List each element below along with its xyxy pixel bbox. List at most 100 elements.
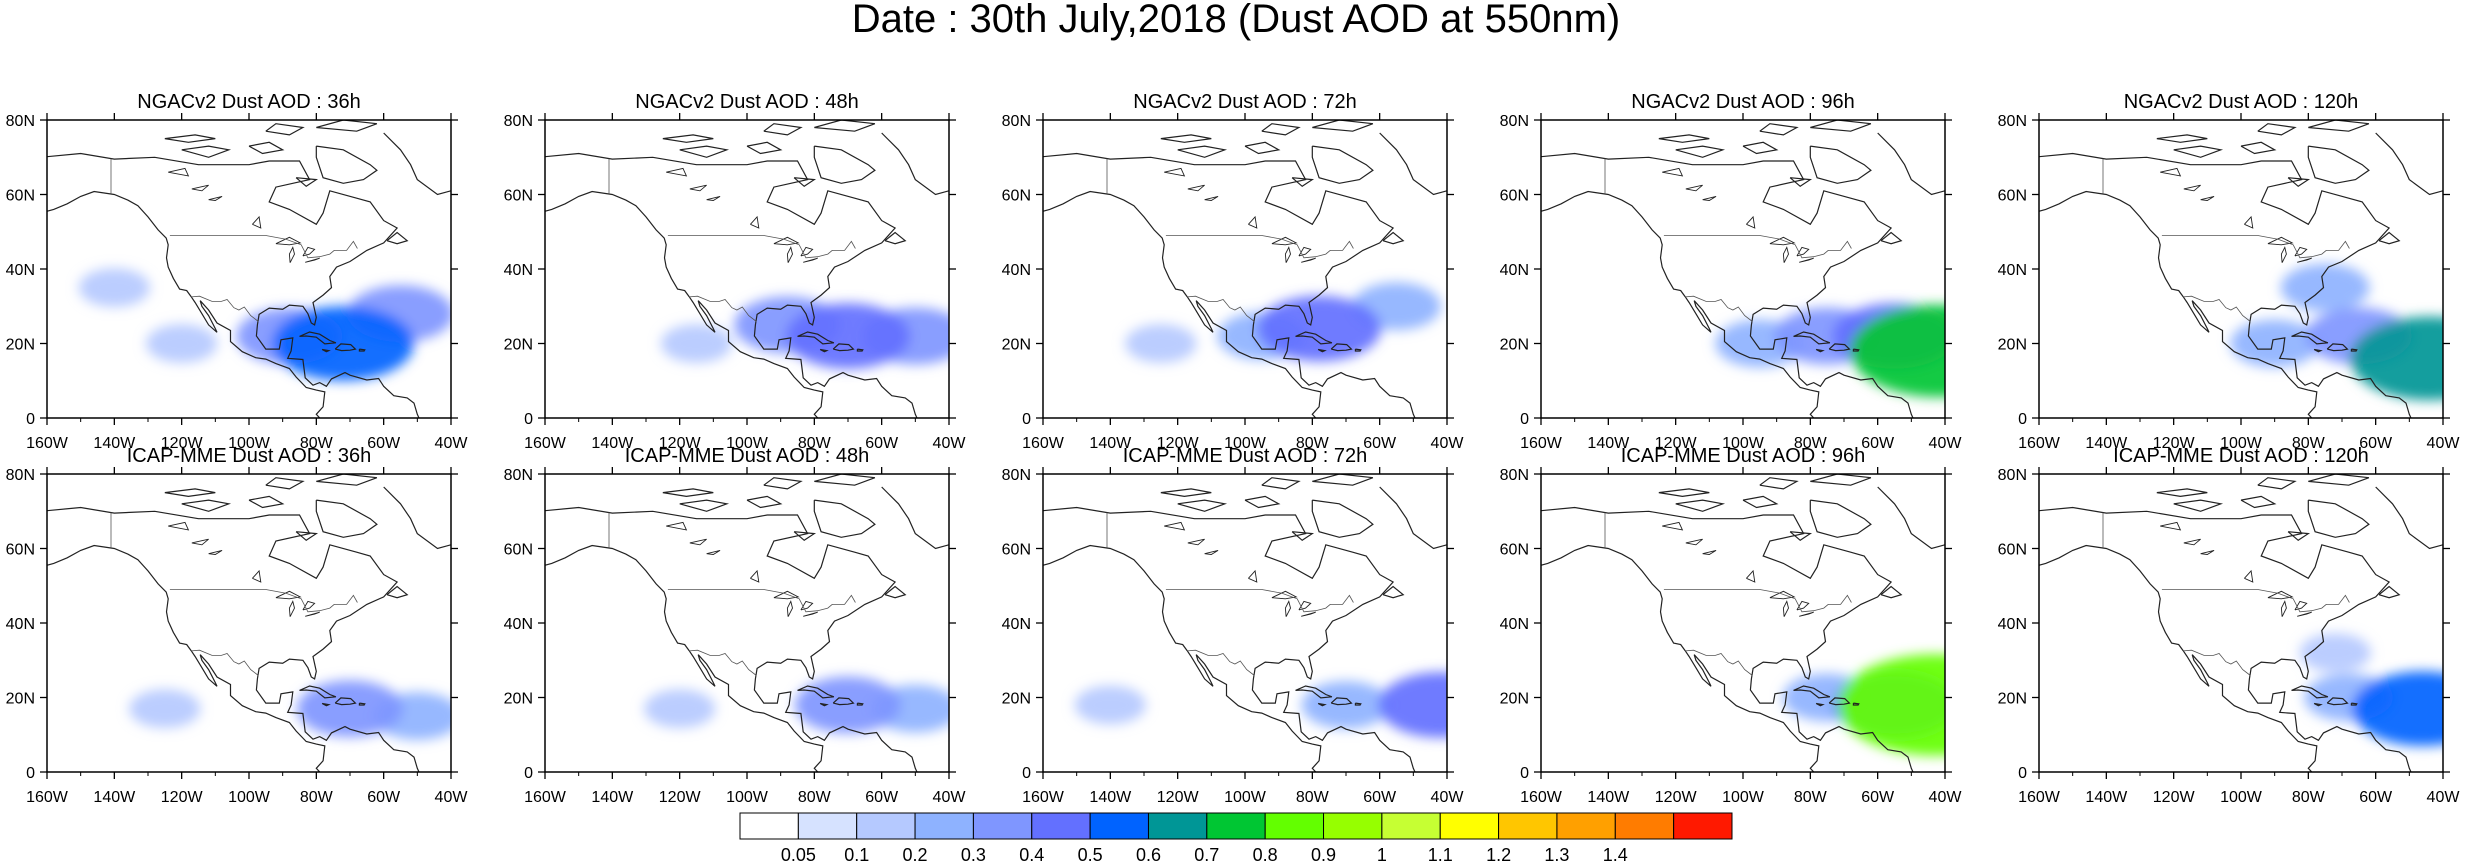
dust-plume (1850, 304, 1945, 398)
coastline-arctic2 (1742, 141, 1779, 155)
coastline-hispaniola (2326, 343, 2349, 352)
colorbar-swatch (1206, 812, 1266, 840)
colorbar-label: 0.2 (903, 845, 928, 862)
coastline-hispaniola (1828, 697, 1851, 706)
lat-tick-label: 80N (1500, 113, 1529, 130)
lat-tick-label: 80N (6, 113, 35, 130)
lon-tick-label: 140W (93, 789, 136, 806)
lake-outline (2294, 600, 2308, 611)
lat-tick-label: 80N (6, 467, 35, 484)
coastline-arctic3 (662, 134, 714, 143)
lon-tick-label: 160W (524, 435, 567, 452)
lat-tick-label: 40N (1500, 616, 1529, 633)
coastline-jamaica (819, 702, 829, 707)
dust-field (1782, 654, 1945, 756)
lon-tick-label: 120W (2153, 435, 2196, 452)
colorbar-swatch (1264, 812, 1325, 840)
coastlines (2039, 474, 2443, 772)
lake-outline (2160, 521, 2182, 531)
coastline-hudsonisl (1291, 177, 1315, 188)
lon-tick-label: 120W (2153, 789, 2196, 806)
colorbar-label: 0.7 (1194, 845, 1219, 862)
lake-outline (2267, 236, 2294, 246)
coastline-newfoundland (2378, 231, 2401, 245)
coastline-puertorico (358, 702, 366, 706)
lake-outline (1685, 184, 1703, 192)
coastline-arctic4 (265, 123, 305, 136)
lat-tick-label: 0 (524, 411, 533, 428)
map-panel: ICAP-MME Dust AOD : 72h 160W 140W 120W 100W 8… (1002, 445, 1465, 806)
coastlines (47, 120, 451, 418)
coastline-mainland (1043, 152, 1416, 418)
lake-outline (2244, 569, 2254, 583)
coastline-baffin (813, 499, 876, 538)
lon-tick-label: 160W (524, 789, 567, 806)
coastline-hispaniola (334, 343, 357, 352)
coastline-arctic1 (2173, 499, 2224, 512)
coastline-hispaniola (832, 343, 855, 352)
lon-tick-label: 100W (228, 435, 271, 452)
coastline-puertorico (856, 348, 864, 352)
dust-plume (1125, 324, 1197, 363)
lon-tick-label: 80W (2292, 789, 2326, 806)
dust-field (1125, 282, 1441, 363)
coastline-pacific (2039, 544, 2318, 772)
coastline-arctic2 (1742, 495, 1779, 509)
coastlines (1043, 474, 1447, 772)
coastline-jamaica (2313, 348, 2323, 353)
coastline-hispaniola (1330, 343, 1353, 352)
map-panel: ICAP-MME Dust AOD : 48h 160W 140W 120W 100W 8… (504, 445, 967, 806)
coastline-arctic3 (1658, 134, 1710, 143)
lon-tick-label: 120W (659, 789, 702, 806)
colorbar-swatch (1381, 812, 1441, 840)
colorbar-label: 0.3 (961, 845, 986, 862)
lat-tick-label: 60N (1998, 542, 2027, 559)
coastlines (1541, 120, 1945, 418)
coastline-arctic3 (164, 134, 216, 143)
lon-tick-label: 40W (435, 789, 469, 806)
lake-outline (305, 611, 320, 617)
coastline-puertorico (1852, 702, 1860, 706)
dust-plume (129, 689, 201, 729)
colorbar-swatch (1031, 812, 1091, 840)
coastline-newfoundland (884, 585, 907, 599)
lake-outline (1782, 600, 1789, 617)
coastline-arctic2 (2240, 141, 2277, 155)
coastlines (545, 120, 949, 418)
coastline-cuba (299, 331, 337, 345)
lake-outline (305, 257, 320, 263)
lon-tick-label: 140W (2085, 435, 2128, 452)
border-usmex (191, 649, 259, 676)
coastline-puertorico (2350, 702, 2358, 706)
dust-plume (786, 303, 910, 369)
border-canus (1663, 589, 1852, 613)
coastline-arctic2 (746, 141, 783, 155)
lake-outline (1301, 611, 1316, 617)
lon-tick-label: 100W (2220, 789, 2263, 806)
lake-outline (1796, 600, 1810, 611)
coastline-arctic4 (763, 123, 803, 136)
colorbar-label: 1.3 (1544, 845, 1569, 862)
coastline-jamaica (819, 348, 829, 353)
lon-tick-label: 140W (1089, 435, 1132, 452)
coastline-mainland (1043, 506, 1416, 772)
colorbar-label: 1.4 (1603, 845, 1628, 862)
lon-tick-label: 100W (726, 435, 769, 452)
border-canus (667, 589, 856, 613)
lake-outline (1284, 246, 1291, 263)
coastline-arctic2 (248, 495, 285, 509)
lat-tick-label: 0 (1022, 765, 1031, 782)
lat-tick-label: 0 (1520, 411, 1529, 428)
lat-tick-label: 60N (504, 542, 533, 559)
lake-outline (252, 215, 262, 229)
coastline-greenland (1379, 132, 1447, 196)
lake-outline (252, 569, 262, 583)
lake-outline (1702, 195, 1717, 201)
lake-outline (1796, 246, 1810, 257)
lon-tick-label: 100W (1224, 789, 1267, 806)
lon-tick-label: 120W (161, 789, 204, 806)
dust-field (1715, 303, 1945, 398)
map-panel: ICAP-MME Dust AOD : 120h 160W 140W 120W 100W… (1998, 445, 2461, 806)
lon-tick-label: 80W (798, 435, 832, 452)
